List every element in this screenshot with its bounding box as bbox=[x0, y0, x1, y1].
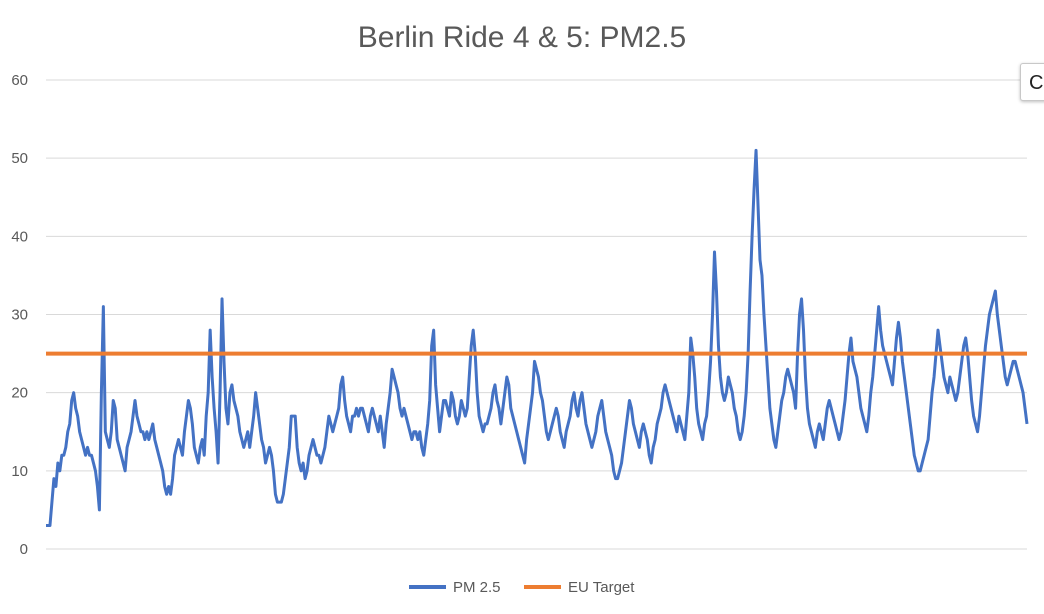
y-tick-label: 20 bbox=[11, 385, 28, 402]
series-layer bbox=[46, 148, 1029, 528]
y-tick-label: 10 bbox=[11, 463, 28, 480]
y-tick-label: 40 bbox=[11, 228, 28, 245]
y-tick-label: 0 bbox=[20, 541, 28, 558]
chart-title: Berlin Ride 4 & 5: PM2.5 bbox=[358, 21, 687, 54]
legend-label-eu-target: EU Target bbox=[568, 579, 635, 596]
y-tick-label: 50 bbox=[11, 150, 28, 167]
legend: PM 2.5 EU Target bbox=[409, 579, 635, 596]
side-panel-button[interactable]: C bbox=[1020, 63, 1044, 101]
y-tick-label: 60 bbox=[11, 72, 28, 89]
legend-label-pm25: PM 2.5 bbox=[453, 579, 501, 596]
y-axis-ticks: 0 10 20 30 40 50 60 bbox=[11, 72, 28, 558]
series-line-pm25 bbox=[46, 148, 1029, 528]
y-tick-label: 30 bbox=[11, 307, 28, 324]
